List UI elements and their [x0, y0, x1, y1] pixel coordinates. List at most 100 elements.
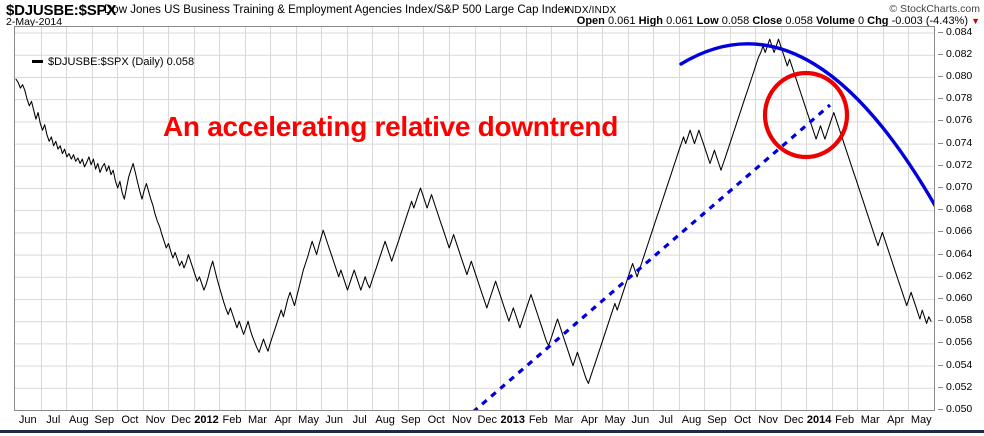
price-tick-label: 0.060: [946, 291, 973, 304]
series-color-swatch: [32, 60, 43, 63]
price-tick-mark: [938, 142, 943, 144]
date-tick-label: May: [604, 414, 626, 426]
price-tick-mark: [938, 297, 943, 299]
date-tick-label: Sep: [707, 414, 727, 426]
date-tick-label: Sep: [400, 414, 421, 426]
date-tick-label: Jun: [18, 414, 37, 426]
price-tick-label: 0.052: [946, 380, 973, 393]
price-tick-mark: [938, 320, 943, 322]
price-tick-mark: [938, 186, 943, 188]
low-value: 0.058: [721, 15, 750, 27]
price-tick-mark: [938, 120, 943, 122]
price-tick-label: 0.076: [946, 114, 973, 127]
chart-header: $DJUSBE:$SPX Dow Jones US Business Train…: [0, 0, 984, 28]
high-value: 0.061: [666, 15, 694, 27]
date-tick-label: Oct: [427, 414, 445, 426]
chg-down-arrow-icon: ▼: [971, 16, 980, 26]
date-tick-label: Jun: [325, 414, 343, 426]
close-label: Close: [752, 15, 783, 27]
date-tick-label: Feb: [835, 414, 855, 426]
date-tick-label: Dec: [171, 414, 191, 426]
date-tick-label: 2014: [806, 414, 832, 426]
price-tick-mark: [938, 275, 943, 277]
ticker-symbol: $DJUSBE:$SPX: [6, 2, 117, 19]
price-tick-label: 0.082: [946, 47, 973, 60]
price-tick-label: 0.058: [946, 314, 973, 327]
date-tick-label: May: [910, 414, 932, 426]
date-tick-label: 2013: [500, 414, 526, 426]
date-tick-label: Nov: [758, 414, 778, 426]
open-value: 0.061: [607, 15, 636, 27]
date-tick-label: Nov: [145, 414, 166, 426]
price-tick-label: 0.068: [946, 203, 973, 216]
date-tick-label: Feb: [222, 414, 242, 426]
date-tick-label: Apr: [274, 414, 292, 426]
price-tick-mark: [938, 364, 943, 366]
volume-label: Volume: [815, 15, 855, 27]
price-tick-label: 0.084: [946, 25, 973, 38]
stockcharts-branding: © StockCharts.com: [889, 3, 980, 15]
price-tick-mark: [938, 209, 943, 211]
chg-value: -0.003 (-4.43%): [891, 15, 969, 27]
chart-plot-area[interactable]: $DJUSBE:$SPX (Daily) 0.058 An accelerati…: [14, 26, 935, 411]
price-tick-mark: [938, 31, 943, 33]
date-tick-label: Aug: [681, 414, 702, 426]
footer-rule: [0, 430, 984, 433]
date-tick-label: Sep: [94, 414, 115, 426]
date-tick-label: Aug: [375, 414, 395, 426]
price-tick-label: 0.070: [946, 180, 973, 193]
date-tick-label: Aug: [69, 414, 89, 426]
price-tick-mark: [938, 342, 943, 344]
price-tick-mark: [938, 98, 943, 100]
price-tick-label: 0.072: [946, 158, 973, 171]
price-tick-mark: [938, 164, 943, 166]
date-tick-label: Mar: [248, 414, 267, 426]
date-tick-label: Jul: [658, 414, 673, 426]
date-tick-label: Jul: [352, 414, 367, 426]
date-tick-label: Oct: [733, 414, 752, 426]
date-tick-label: Jul: [46, 414, 61, 426]
chg-label: Chg: [867, 15, 889, 27]
date-tick-label: Nov: [451, 414, 472, 426]
price-tick-label: 0.066: [946, 225, 973, 238]
index-long-name: Dow Jones US Business Training & Employm…: [104, 4, 570, 16]
price-tick-mark: [938, 253, 943, 255]
low-label: Low: [696, 15, 719, 27]
date-tick-label: Dec: [783, 414, 804, 426]
date-tick-label: Mar: [554, 414, 574, 426]
exchange-label: INDX/INDX: [564, 5, 617, 16]
price-tick-label: 0.062: [946, 269, 973, 282]
price-axis: 0.084 0.082 0.080 0.078 0.076 0.074 0.072 0.070…: [938, 25, 984, 415]
date-tick-label: Feb: [528, 414, 548, 426]
date-tick-label: May: [298, 414, 319, 426]
price-tick-mark: [938, 231, 943, 233]
date-tick-label: Apr: [887, 414, 905, 426]
price-tick-label: 0.054: [946, 358, 973, 371]
open-label: Open: [576, 15, 605, 27]
date-tick-label: Jun: [631, 414, 650, 426]
price-tick-label: 0.064: [946, 247, 973, 260]
price-tick-mark: [938, 75, 943, 77]
date-tick-label: Apr: [580, 414, 598, 426]
price-tick-label: 0.050: [946, 403, 973, 415]
date-tick-label: 2012: [194, 414, 219, 426]
quote-summary: Open 0.061 High 0.061 Low 0.058 Close 0.…: [577, 15, 980, 27]
price-tick-mark: [938, 53, 943, 55]
price-tick-mark: [938, 386, 943, 388]
annotation-text: An accelerating relative downtrend: [163, 111, 619, 142]
series-legend-label: $DJUSBE:$SPX (Daily) 0.058: [48, 55, 195, 68]
price-chart-svg: [15, 27, 934, 410]
close-value: 0.058: [785, 15, 813, 27]
date-axis: Jun Jul Aug Sep Oct Nov Dec 2012 Feb Mar Apr May Jun…: [0, 414, 984, 430]
date-tick-label: Oct: [121, 414, 139, 426]
price-tick-label: 0.080: [946, 69, 973, 82]
date-tick-label: Dec: [477, 414, 498, 426]
high-label: High: [638, 15, 664, 27]
price-tick-label: 0.074: [946, 136, 973, 149]
price-tick-label: 0.056: [946, 336, 973, 349]
series-legend: $DJUSBE:$SPX (Daily) 0.058: [30, 54, 196, 69]
price-tick-label: 0.078: [946, 92, 973, 105]
quote-date: 2-May-2014: [6, 16, 63, 28]
volume-value: 0: [857, 15, 865, 27]
